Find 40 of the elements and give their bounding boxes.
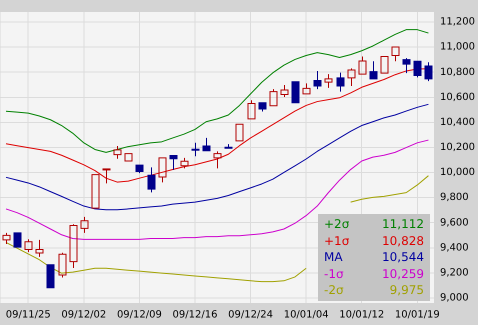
y-tick-label: 10,800 xyxy=(440,66,475,78)
candlestick xyxy=(114,145,122,160)
annotation: 11,112 xyxy=(382,216,424,232)
y-tick-label: 10,000 xyxy=(440,167,475,178)
y-tick-label: 10,400 xyxy=(440,116,475,128)
x-tick-label: 10/01/19 xyxy=(394,310,440,321)
series-label: -2σ xyxy=(324,282,344,298)
y-tick-label: 9,600 xyxy=(440,217,469,228)
candlestick xyxy=(324,74,332,88)
x-tick-label: 09/11/25 xyxy=(6,310,51,321)
annotation: 10,544 xyxy=(382,249,424,266)
y-tick-label: 9,000 xyxy=(440,292,469,304)
text: +2σ xyxy=(324,216,350,232)
text: MA xyxy=(324,249,343,266)
y-tick-label: 9,800 xyxy=(440,192,469,204)
candlestick xyxy=(158,157,166,183)
x-tick-label: 09/12/24 xyxy=(228,310,274,321)
text: +1σ xyxy=(324,232,350,249)
x-tick-label: 09/12/02 xyxy=(61,310,106,321)
y-tick-label: 10,200 xyxy=(440,142,475,154)
annotation: 9,975 xyxy=(390,282,424,298)
annotation: 10,259 xyxy=(382,266,424,282)
x-tick-label: 09/12/09 xyxy=(116,310,162,321)
candlestick xyxy=(36,239,44,258)
candlestick xyxy=(214,150,222,169)
x-tick-label: 10/01/12 xyxy=(339,310,384,321)
candlestick xyxy=(102,168,110,184)
y-tick-label: 9,200 xyxy=(440,267,469,278)
y-tick-label: 9,400 xyxy=(440,242,469,254)
y-tick-label: 11,000 xyxy=(440,42,475,53)
x-tick-label: 10/01/04 xyxy=(284,310,329,321)
candlestick xyxy=(302,82,310,94)
candlestick xyxy=(392,46,400,62)
x-tick-label: 09/12/16 xyxy=(172,310,218,321)
y-tick-label: 10,600 xyxy=(440,92,475,103)
y-tick-label: 11,200 xyxy=(440,16,475,28)
text: -1σ xyxy=(324,266,344,282)
annotation: 10,828 xyxy=(382,232,424,249)
candlestick xyxy=(70,224,78,269)
candlestick xyxy=(348,68,356,87)
